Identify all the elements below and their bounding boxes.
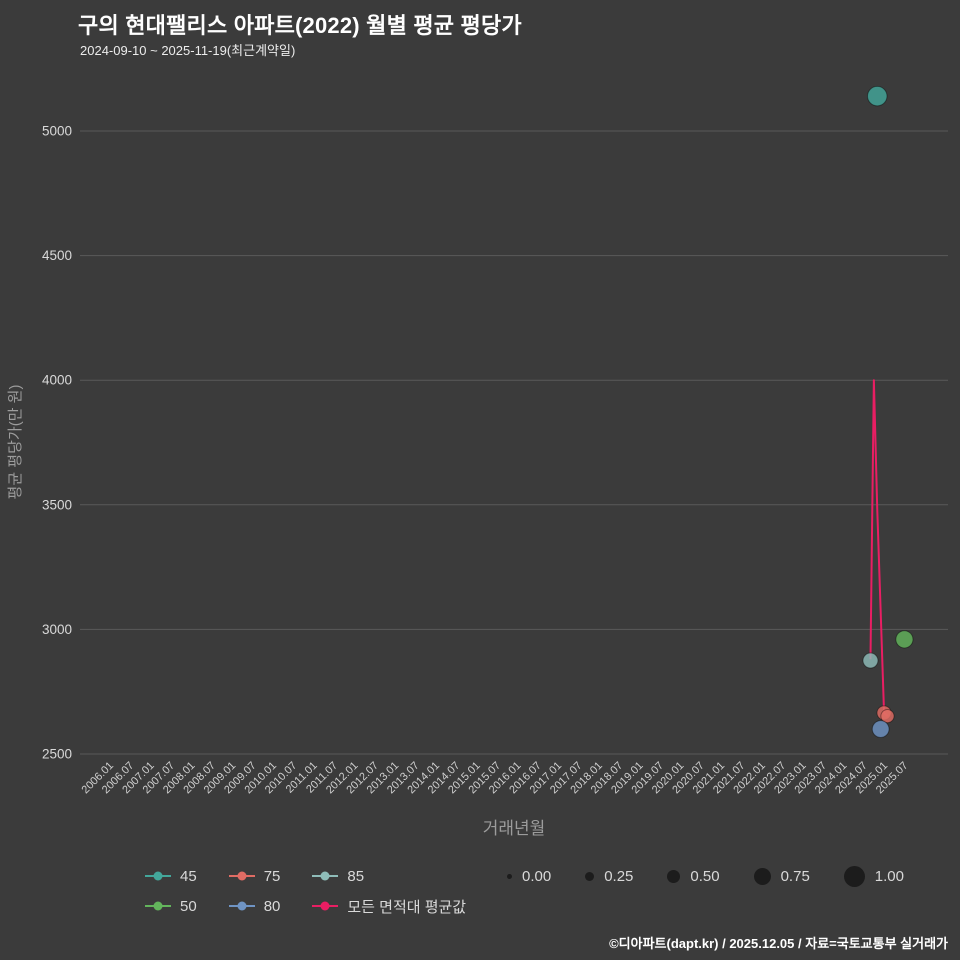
legend-swatch-icon bbox=[145, 901, 171, 911]
page-title: 구의 현대팰리스 아파트(2022) 월별 평균 평당가 bbox=[78, 13, 522, 38]
size-dot-icon bbox=[843, 865, 865, 887]
legend-label: 50 bbox=[180, 897, 197, 915]
y-tick-label: 3000 bbox=[42, 622, 72, 637]
size-legend-item-0.50: 0.50 bbox=[667, 867, 720, 885]
size-legend-item-1.00: 1.00 bbox=[843, 865, 904, 887]
legend-swatch-icon bbox=[312, 871, 339, 881]
legend-item-50[interactable]: 50 bbox=[145, 898, 197, 915]
page-subtitle: 2024-09-10 ~ 2025-11-19(최근계약일) bbox=[80, 43, 296, 58]
y-tick-label: 3500 bbox=[42, 497, 72, 512]
size-legend-label: 0.50 bbox=[690, 867, 720, 885]
y-tick-label: 5000 bbox=[42, 124, 72, 139]
legend-label: 75 bbox=[263, 867, 281, 885]
series-legend: 45 50 75 80 85 모든 면적대 평균값 bbox=[145, 862, 466, 920]
legend-swatch-icon bbox=[145, 871, 171, 881]
size-dot-icon bbox=[585, 871, 595, 881]
swatch-dot bbox=[153, 901, 163, 911]
size-legend-label: 0.75 bbox=[780, 867, 810, 885]
point-85-2024.09[interactable] bbox=[862, 652, 879, 669]
legend-item-80[interactable]: 80 bbox=[228, 897, 281, 915]
legend-item-45[interactable]: 45 bbox=[145, 868, 197, 885]
x-axis-title: 거래년월 bbox=[483, 819, 546, 838]
swatch-dot bbox=[320, 901, 330, 911]
point-80-2024.12[interactable] bbox=[871, 720, 890, 738]
credit-footer: ©디아파트(dapt.kr) / 2025.12.05 / 자료=국토교통부 실… bbox=[609, 936, 948, 951]
size-legend-label: 1.00 bbox=[874, 867, 904, 885]
y-tick-label: 4000 bbox=[42, 373, 72, 388]
legend-item-75[interactable]: 75 bbox=[228, 867, 281, 885]
swatch-dot bbox=[320, 871, 330, 881]
legend-swatch-icon bbox=[228, 901, 255, 911]
legend-item-85[interactable]: 85 bbox=[312, 868, 466, 885]
size-legend-label: 0.25 bbox=[604, 867, 634, 885]
size-legend-label: 0.00 bbox=[521, 867, 552, 885]
y-tick-label: 4500 bbox=[42, 248, 72, 263]
legend-swatch-icon bbox=[228, 871, 255, 881]
swatch-dot bbox=[237, 901, 247, 911]
point-45-2024.11[interactable] bbox=[867, 85, 888, 107]
size-dot-icon bbox=[753, 867, 771, 885]
swatch-dot bbox=[153, 871, 163, 881]
size-legend-item-0.25: 0.25 bbox=[585, 868, 633, 885]
point-50-2025.07[interactable] bbox=[895, 630, 914, 649]
size-legend-item-0.00: 0.00 bbox=[506, 867, 552, 885]
legend-label: 45 bbox=[180, 867, 197, 885]
size-legend-item-0.75: 0.75 bbox=[753, 867, 810, 885]
size-dot-icon bbox=[506, 873, 512, 879]
y-axis-title: 평균 평당가(만 원) bbox=[7, 385, 24, 500]
legend-item-모든 면적대 평균값[interactable]: 모든 면적대 평균값 bbox=[312, 896, 466, 917]
y-tick-label: 2500 bbox=[42, 747, 72, 762]
legend-label: 모든 면적대 평균값 bbox=[347, 898, 467, 916]
swatch-dot bbox=[237, 871, 247, 881]
size-legend: 0.00 0.25 0.50 0.75 1.00 bbox=[506, 862, 904, 890]
legend-label: 80 bbox=[263, 897, 281, 915]
point-75-2025.02[interactable] bbox=[880, 709, 895, 724]
size-dot-icon bbox=[667, 869, 681, 883]
legend-label: 85 bbox=[347, 867, 365, 885]
legend-swatch-icon bbox=[312, 901, 339, 911]
